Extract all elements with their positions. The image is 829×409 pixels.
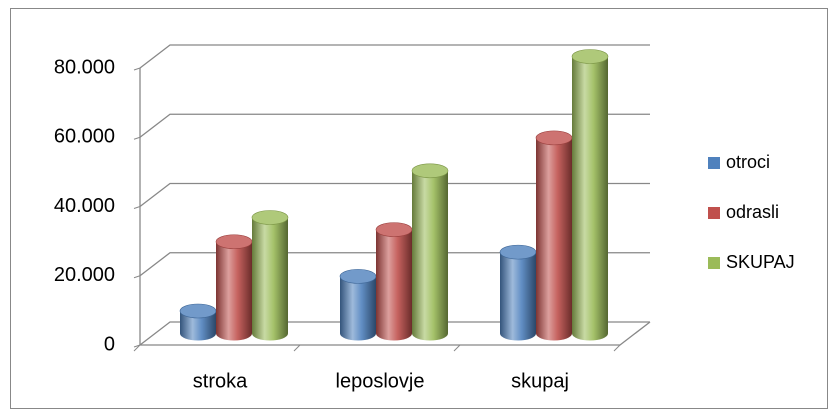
- legend-swatch: [708, 157, 720, 169]
- bar-top: [499, 244, 537, 260]
- y-tick: [133, 136, 141, 140]
- grid-line: [139, 321, 650, 346]
- bar: [216, 241, 252, 341]
- bar-top: [179, 303, 217, 319]
- legend-label: otroci: [726, 152, 770, 172]
- bar: [536, 137, 572, 341]
- grid-line: [139, 44, 650, 69]
- x-tick: [453, 344, 461, 352]
- y-tick-label: 20.000: [54, 264, 115, 286]
- y-tick: [133, 206, 141, 209]
- y-tick-label: 40.000: [54, 195, 115, 217]
- y-tick: [133, 275, 141, 279]
- grid-line: [139, 182, 650, 208]
- bar: [252, 217, 288, 341]
- bar: [340, 276, 376, 341]
- x-tick-label: skupaj: [511, 370, 569, 392]
- y-tick-label: 0: [104, 333, 115, 355]
- bar-top: [535, 130, 573, 146]
- legend-label: SKUPAJ: [726, 252, 795, 272]
- bar: [376, 229, 412, 341]
- bar-top: [215, 234, 253, 250]
- y-tick-label: 80.000: [54, 56, 115, 78]
- bar-top: [411, 163, 449, 179]
- bar: [500, 252, 536, 341]
- grid-line: [139, 252, 650, 277]
- x-tick: [293, 344, 301, 352]
- bar-top: [251, 210, 289, 225]
- bar-top: [375, 222, 413, 237]
- bar: [180, 310, 216, 341]
- x-tick: [133, 344, 141, 352]
- bar-top: [339, 269, 377, 284]
- grid-line: [139, 113, 650, 138]
- y-tick: [133, 67, 141, 71]
- y-tick-label: 60.000: [54, 126, 115, 148]
- x-tick: [613, 344, 621, 352]
- legend-swatch: [708, 207, 720, 219]
- x-tick-label: leposlovje: [336, 370, 425, 392]
- legend-label: odrasli: [726, 202, 779, 222]
- bar-top: [571, 49, 609, 64]
- x-tick-label: stroka: [193, 370, 248, 392]
- bar: [412, 170, 448, 341]
- legend-swatch: [708, 257, 720, 269]
- bar: [572, 56, 608, 341]
